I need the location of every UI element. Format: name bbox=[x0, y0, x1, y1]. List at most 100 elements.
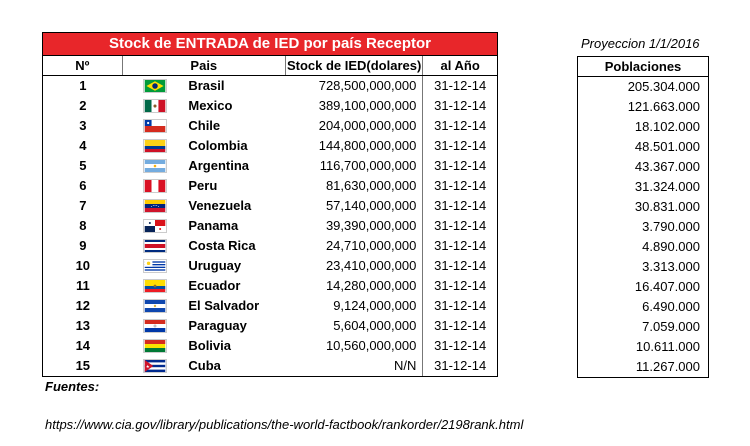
row-country: Panama bbox=[188, 218, 239, 233]
table-row: 2 Mexico 389,100,000,000 31-12-14 bbox=[43, 96, 497, 116]
uruguay-flag-icon bbox=[142, 259, 167, 273]
paraguay-flag-icon bbox=[142, 319, 167, 333]
row-country: Colombia bbox=[188, 138, 248, 153]
table-row: 3 Chile 204,000,000,000 31-12-14 bbox=[43, 116, 497, 136]
venezuela-flag-icon bbox=[142, 199, 167, 213]
projection-label: Proyeccion 1/1/2016 bbox=[581, 36, 700, 51]
row-year: 31-12-14 bbox=[434, 298, 487, 313]
row-stock: 24,710,000,000 bbox=[286, 236, 424, 256]
row-country: Brasil bbox=[188, 78, 225, 93]
population-row: 121.663.000 bbox=[627, 99, 700, 114]
header-num: Nº bbox=[43, 56, 123, 75]
row-stock: 81,630,000,000 bbox=[286, 176, 424, 196]
table-row: 10 Uruguay 23,410,000,000 31-12-14 bbox=[43, 256, 497, 276]
bolivia-flag-icon bbox=[142, 339, 167, 353]
table-row: 6 Peru 81,630,000,000 31-12-14 bbox=[43, 176, 497, 196]
header-stock: Stock de IED(dolares) bbox=[286, 56, 424, 75]
row-country: Argentina bbox=[188, 158, 250, 173]
row-num: 12 bbox=[75, 298, 91, 313]
table-row: 14 Bolivia 10,560,000,000 31-12-14 bbox=[43, 336, 497, 356]
row-country: Peru bbox=[188, 178, 218, 193]
table-row: 11 Ecuador 14,280,000,000 31-12-14 bbox=[43, 276, 497, 296]
row-year: 31-12-14 bbox=[434, 338, 487, 353]
population-row: 11.267.000 bbox=[635, 359, 700, 374]
row-country: Mexico bbox=[188, 98, 233, 113]
row-stock: 10,560,000,000 bbox=[286, 336, 424, 356]
row-country: Ecuador bbox=[188, 278, 241, 293]
row-num: 15 bbox=[75, 358, 91, 373]
row-year: 31-12-14 bbox=[434, 78, 487, 93]
row-year: 31-12-14 bbox=[434, 178, 487, 193]
row-num: 1 bbox=[79, 78, 87, 93]
population-header: Poblaciones bbox=[578, 57, 708, 77]
header-anio: al Año bbox=[440, 58, 480, 73]
row-stock: 116,700,000,000 bbox=[286, 156, 424, 176]
row-stock: 14,280,000,000 bbox=[286, 276, 424, 296]
population-row: 205.304.000 bbox=[627, 79, 700, 94]
table-row: 8 Panama 39,390,000,000 31-12-14 bbox=[43, 216, 497, 236]
row-year: 31-12-14 bbox=[434, 278, 487, 293]
population-row: 48.501.000 bbox=[634, 139, 700, 154]
table-row: 5 Argentina 116,700,000,000 31-12-14 bbox=[43, 156, 497, 176]
source-url[interactable]: https://www.cia.gov/library/publications… bbox=[45, 417, 524, 432]
row-stock: 389,100,000,000 bbox=[286, 96, 424, 116]
table-row: 9 Costa Rica 24,710,000,000 31-12-14 bbox=[43, 236, 497, 256]
table-header: Nº Pais Stock de IED(dolares) al Año bbox=[43, 56, 497, 76]
row-country: Cuba bbox=[188, 358, 221, 373]
row-country: Costa Rica bbox=[188, 238, 256, 253]
row-year: 31-12-14 bbox=[434, 118, 487, 133]
row-year: 31-12-14 bbox=[434, 358, 487, 373]
table-row: 12 El Salvador 9,124,000,000 31-12-14 bbox=[43, 296, 497, 316]
row-num: 9 bbox=[79, 238, 87, 253]
row-stock: 728,500,000,000 bbox=[286, 76, 424, 96]
row-num: 4 bbox=[79, 138, 87, 153]
el-salvador-flag-icon bbox=[142, 299, 167, 313]
row-num: 7 bbox=[79, 198, 87, 213]
row-num: 8 bbox=[79, 218, 87, 233]
table-row: 7 Venezuela 57,140,000,000 31-12-14 bbox=[43, 196, 497, 216]
row-year: 31-12-14 bbox=[434, 138, 487, 153]
row-country: Uruguay bbox=[188, 258, 242, 273]
row-country: Venezuela bbox=[188, 198, 252, 213]
table-title: Stock de ENTRADA de IED por país Recepto… bbox=[43, 33, 497, 56]
row-year: 31-12-14 bbox=[434, 218, 487, 233]
table-row: 15 Cuba N/N 31-12-14 bbox=[43, 356, 497, 376]
row-year: 31-12-14 bbox=[434, 198, 487, 213]
population-row: 43.367.000 bbox=[634, 159, 700, 174]
row-country: El Salvador bbox=[188, 298, 260, 313]
row-stock: N/N bbox=[286, 356, 424, 376]
colombia-flag-icon bbox=[142, 139, 167, 153]
row-year: 31-12-14 bbox=[434, 258, 487, 273]
row-stock: 57,140,000,000 bbox=[286, 196, 424, 216]
row-country: Paraguay bbox=[188, 318, 247, 333]
row-num: 6 bbox=[79, 178, 87, 193]
row-stock: 23,410,000,000 bbox=[286, 256, 424, 276]
row-num: 14 bbox=[75, 338, 91, 353]
row-num: 5 bbox=[79, 158, 87, 173]
costa-rica-flag-icon bbox=[142, 239, 167, 253]
brazil-flag-icon bbox=[142, 79, 167, 93]
row-year: 31-12-14 bbox=[434, 98, 487, 113]
row-stock: 144,800,000,000 bbox=[286, 136, 424, 156]
row-country: Bolivia bbox=[188, 338, 231, 353]
header-pais: Pais bbox=[123, 56, 286, 75]
population-row: 31.324.000 bbox=[634, 179, 700, 194]
row-num: 2 bbox=[79, 98, 87, 113]
table-row: 13 Paraguay 5,604,000,000 31-12-14 bbox=[43, 316, 497, 336]
row-stock: 39,390,000,000 bbox=[286, 216, 424, 236]
row-country: Chile bbox=[188, 118, 221, 133]
table-body: 1 Brasil 728,500,000,000 31-12-14 2 Mexico 389… bbox=[43, 76, 497, 376]
row-stock: 9,124,000,000 bbox=[286, 296, 424, 316]
population-row: 3.313.000 bbox=[642, 259, 700, 274]
mexico-flag-icon bbox=[142, 99, 167, 113]
population-body: 205.304.000 121.663.000 18.102.000 48.501.0… bbox=[578, 77, 708, 377]
population-row: 6.490.000 bbox=[642, 299, 700, 314]
argentina-flag-icon bbox=[142, 159, 167, 173]
row-num: 13 bbox=[75, 318, 91, 333]
population-row: 7.059.000 bbox=[642, 319, 700, 334]
population-row: 10.611.000 bbox=[635, 339, 700, 354]
cuba-flag-icon bbox=[142, 359, 167, 373]
population-row: 3.790.000 bbox=[642, 219, 700, 234]
ied-table: Stock de ENTRADA de IED por país Recepto… bbox=[42, 32, 498, 377]
row-year: 31-12-14 bbox=[434, 318, 487, 333]
